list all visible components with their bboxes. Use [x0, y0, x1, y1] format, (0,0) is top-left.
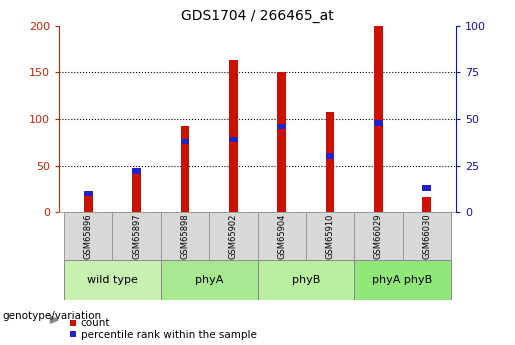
Bar	[161, 260, 258, 300]
Text: percentile rank within the sample: percentile rank within the sample	[81, 330, 257, 339]
Bar	[277, 72, 286, 212]
Bar	[64, 212, 112, 260]
Bar	[422, 185, 431, 191]
Text: GSM66030: GSM66030	[422, 214, 431, 259]
Text: wild type: wild type	[87, 275, 138, 285]
Text: GSM65910: GSM65910	[325, 214, 335, 259]
Bar	[325, 154, 334, 159]
Text: genotype/variation: genotype/variation	[3, 311, 101, 321]
Bar	[306, 212, 354, 260]
Bar	[258, 212, 306, 260]
Bar	[209, 212, 258, 260]
Bar	[277, 124, 286, 129]
Text: GDS1704 / 266465_at: GDS1704 / 266465_at	[181, 9, 334, 23]
Text: GSM65904: GSM65904	[277, 214, 286, 259]
Bar	[70, 320, 76, 326]
Bar	[374, 26, 383, 212]
Text: phyB: phyB	[291, 275, 320, 285]
Text: GSM65898: GSM65898	[180, 214, 190, 259]
Bar	[354, 260, 451, 300]
Polygon shape	[50, 316, 58, 323]
Bar	[132, 168, 141, 174]
Text: GSM65897: GSM65897	[132, 214, 141, 259]
Bar	[422, 197, 431, 212]
Text: GSM65896: GSM65896	[84, 214, 93, 259]
Bar	[258, 260, 354, 300]
Bar	[374, 120, 383, 126]
Text: GSM66029: GSM66029	[374, 214, 383, 259]
Bar	[84, 191, 93, 196]
Bar	[161, 212, 209, 260]
Bar	[84, 195, 93, 212]
Text: GSM65902: GSM65902	[229, 214, 238, 259]
Bar	[181, 139, 190, 144]
Text: phyA phyB: phyA phyB	[372, 275, 433, 285]
Bar	[70, 331, 76, 337]
Bar	[64, 260, 161, 300]
Text: phyA: phyA	[195, 275, 224, 285]
Bar	[229, 60, 237, 212]
Bar	[132, 170, 141, 212]
Text: count: count	[81, 318, 110, 328]
Bar	[181, 127, 190, 212]
Bar	[354, 212, 403, 260]
Bar	[325, 111, 334, 212]
Bar	[403, 212, 451, 260]
Bar	[229, 137, 237, 142]
Bar	[112, 212, 161, 260]
